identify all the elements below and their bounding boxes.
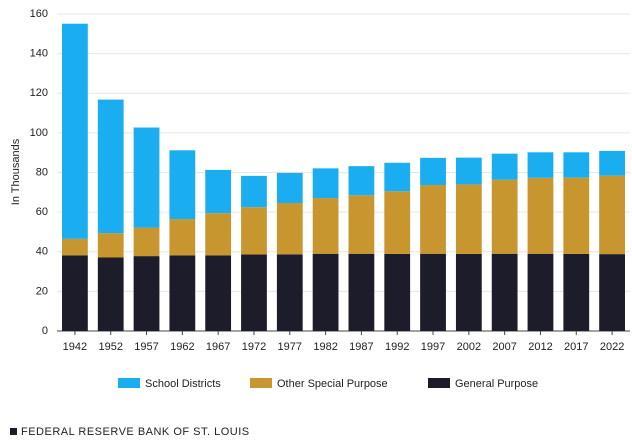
x-tick-label: 1962 bbox=[170, 341, 194, 353]
x-tick-label: 1982 bbox=[313, 341, 337, 353]
bar-segment bbox=[205, 169, 232, 214]
x-tick-label: 2007 bbox=[492, 341, 516, 353]
legend-swatch bbox=[250, 378, 272, 388]
y-tick-label: 140 bbox=[30, 48, 48, 60]
y-tick-label: 40 bbox=[36, 246, 48, 258]
bar-segment bbox=[62, 238, 88, 256]
bar-segment bbox=[384, 253, 411, 331]
x-tick-label: 2002 bbox=[457, 341, 481, 353]
legend-label: Other Special Purpose bbox=[277, 378, 388, 390]
bar-segment bbox=[527, 177, 554, 254]
legend-label: School Districts bbox=[145, 378, 221, 390]
bar-segment bbox=[599, 254, 625, 331]
x-tick-label: 1987 bbox=[349, 341, 373, 353]
bar-segment bbox=[97, 233, 124, 258]
bar-segment bbox=[97, 257, 124, 331]
x-tick-label: 2012 bbox=[528, 341, 552, 353]
bar-segment bbox=[241, 175, 267, 208]
legend-swatch bbox=[428, 378, 450, 388]
bar-segment bbox=[276, 172, 303, 204]
y-tick-label: 20 bbox=[36, 285, 48, 297]
bar-segment bbox=[455, 253, 482, 331]
bar-segment bbox=[563, 152, 590, 178]
bar-segment bbox=[527, 152, 554, 178]
y-tick-label: 80 bbox=[36, 166, 48, 178]
x-tick-label: 1992 bbox=[385, 341, 409, 353]
bar-segment bbox=[205, 255, 232, 331]
bar-segment bbox=[491, 179, 518, 254]
bar-segment bbox=[133, 256, 160, 331]
y-tick-label: 120 bbox=[30, 87, 48, 99]
bar-segment bbox=[62, 255, 88, 331]
bar-segment bbox=[169, 219, 196, 256]
bar-segment bbox=[312, 253, 339, 331]
bar-segment bbox=[420, 157, 446, 185]
y-tick-label: 160 bbox=[30, 8, 48, 20]
bar-segment bbox=[527, 253, 554, 331]
bar-segment bbox=[348, 195, 375, 254]
x-tick-label: 1952 bbox=[98, 341, 122, 353]
bar-segment bbox=[169, 255, 196, 331]
bar-segment bbox=[133, 127, 160, 228]
bar-segment bbox=[420, 253, 446, 331]
source-icon bbox=[10, 428, 17, 435]
bar-segment bbox=[420, 184, 446, 254]
x-tick-label: 2017 bbox=[564, 341, 588, 353]
x-tick-label: 1977 bbox=[278, 341, 302, 353]
bar-segment bbox=[241, 207, 267, 255]
x-tick-label: 2022 bbox=[600, 341, 624, 353]
x-tick-label: 1997 bbox=[421, 341, 445, 353]
bar-segment bbox=[241, 254, 267, 331]
bar-segment bbox=[599, 175, 625, 255]
bar-segment bbox=[169, 150, 196, 220]
bar-segment bbox=[563, 177, 590, 254]
y-tick-label: 60 bbox=[36, 206, 48, 218]
bar-segment bbox=[133, 227, 160, 257]
x-tick-label: 1972 bbox=[242, 341, 266, 353]
x-tick-label: 1957 bbox=[134, 341, 158, 353]
bar-segment bbox=[384, 191, 411, 254]
bar-segment bbox=[205, 213, 232, 256]
y-tick-label: 100 bbox=[30, 127, 48, 139]
x-tick-label: 1967 bbox=[206, 341, 230, 353]
bar-segment bbox=[97, 99, 124, 234]
bar-segment bbox=[384, 162, 411, 192]
bar-segment bbox=[276, 254, 303, 331]
bar-segment bbox=[491, 153, 518, 180]
bar-segment bbox=[563, 253, 590, 331]
bar-segment bbox=[455, 157, 482, 185]
bar-segment bbox=[276, 203, 303, 255]
bar-segment bbox=[312, 168, 339, 199]
y-tick-label: 0 bbox=[42, 325, 48, 337]
y-axis-label: In Thousands bbox=[10, 138, 22, 205]
bar-segment bbox=[348, 166, 375, 196]
bar-segment bbox=[491, 253, 518, 331]
x-tick-label: 1942 bbox=[63, 341, 87, 353]
legend-label: General Purpose bbox=[455, 378, 538, 390]
bar-segment bbox=[599, 150, 625, 176]
bar-segment bbox=[455, 184, 482, 254]
source: FEDERAL RESERVE BANK OF ST. LOUIS bbox=[21, 426, 250, 438]
bar-segment bbox=[348, 253, 375, 331]
bar-segment bbox=[62, 23, 88, 239]
legend-swatch bbox=[118, 378, 140, 388]
bar-segment bbox=[312, 198, 339, 254]
